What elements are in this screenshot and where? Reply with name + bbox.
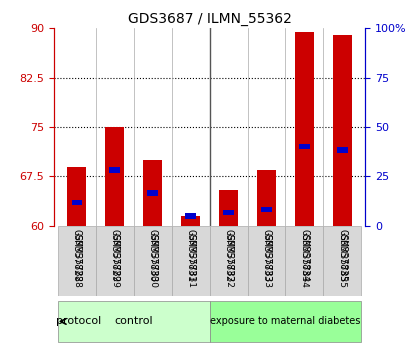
Bar	[67, 167, 86, 226]
Text: GSM357831: GSM357831	[186, 229, 195, 282]
Text: GSM357833: GSM357833	[261, 229, 271, 282]
Text: GSM357830: GSM357830	[148, 233, 157, 289]
Text: GSM357833: GSM357833	[262, 233, 271, 289]
Bar	[186, 213, 196, 219]
Bar	[247, 226, 286, 296]
Text: GSM357832: GSM357832	[224, 233, 233, 289]
Text: protocol: protocol	[56, 316, 101, 326]
Bar	[105, 127, 124, 226]
Bar	[261, 207, 272, 212]
Text: GSM357835: GSM357835	[338, 233, 347, 289]
Bar	[210, 301, 361, 342]
Text: GSM357835: GSM357835	[337, 229, 347, 282]
Bar	[110, 167, 120, 172]
Text: GSM357829: GSM357829	[110, 229, 120, 282]
Text: control: control	[115, 316, 153, 326]
Bar	[58, 301, 210, 342]
Text: GSM357832: GSM357832	[224, 229, 234, 282]
Bar	[143, 160, 162, 226]
Text: exposure to maternal diabetes: exposure to maternal diabetes	[210, 316, 361, 326]
Bar	[257, 170, 276, 226]
Text: GSM357829: GSM357829	[110, 233, 119, 289]
Text: GSM357834: GSM357834	[300, 233, 309, 289]
Bar	[58, 226, 96, 296]
Text: GSM357830: GSM357830	[148, 229, 158, 282]
Bar	[295, 32, 314, 226]
Bar	[286, 226, 323, 296]
Text: GSM357828: GSM357828	[72, 229, 82, 282]
Bar	[172, 226, 210, 296]
Bar	[96, 226, 134, 296]
Bar	[299, 144, 310, 149]
Bar	[333, 35, 352, 226]
Bar	[147, 190, 158, 195]
Text: GSM357828: GSM357828	[72, 233, 81, 289]
Bar	[210, 226, 247, 296]
Bar	[323, 226, 361, 296]
Bar	[71, 200, 82, 205]
Title: GDS3687 / ILMN_55362: GDS3687 / ILMN_55362	[128, 12, 291, 26]
Text: GSM357834: GSM357834	[300, 229, 310, 282]
Bar	[134, 226, 172, 296]
Bar	[223, 210, 234, 215]
Bar	[337, 148, 348, 153]
Text: GSM357831: GSM357831	[186, 233, 195, 289]
Bar	[181, 216, 200, 226]
Bar	[219, 190, 238, 226]
